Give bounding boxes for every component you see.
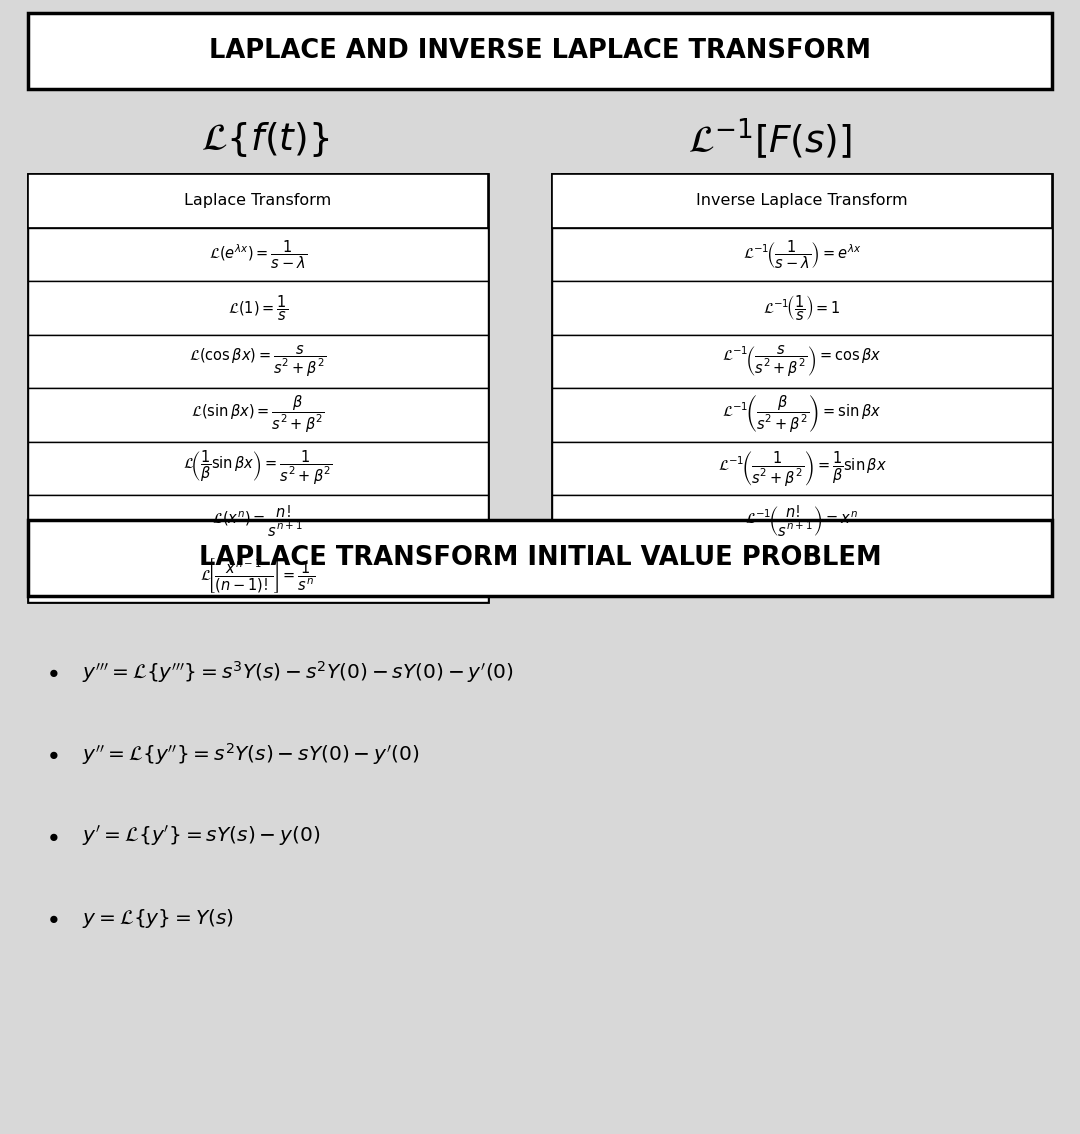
Text: $\mathcal{L}(\sin \beta x) = \dfrac{\beta}{s^2+\beta^2}$: $\mathcal{L}(\sin \beta x) = \dfrac{\bet… bbox=[191, 395, 325, 435]
FancyBboxPatch shape bbox=[28, 441, 488, 496]
Text: $\mathcal{L}^{-1}\!\left(\dfrac{s}{s^2+\beta^2}\right) = \cos \beta x$: $\mathcal{L}^{-1}\!\left(\dfrac{s}{s^2+\… bbox=[723, 344, 881, 379]
Text: $\mathcal{L}(1) = \dfrac{1}{s}$: $\mathcal{L}(1) = \dfrac{1}{s}$ bbox=[228, 293, 288, 322]
Text: $\mathcal{L}(x^n) = \dfrac{n!}{s^{n+1}}$: $\mathcal{L}(x^n) = \dfrac{n!}{s^{n+1}}$ bbox=[212, 505, 305, 540]
FancyBboxPatch shape bbox=[28, 228, 488, 281]
FancyBboxPatch shape bbox=[552, 174, 1052, 228]
Text: $y''' = \mathcal{L}\{y'''\} = s^3Y(s) - s^2Y(0) - sY(0) - y'(0)$: $y''' = \mathcal{L}\{y'''\} = s^3Y(s) - … bbox=[82, 659, 514, 685]
Text: $\mathcal{L}(\cos \beta x) = \dfrac{s}{s^2+\beta^2}$: $\mathcal{L}(\cos \beta x) = \dfrac{s}{s… bbox=[189, 344, 326, 379]
Text: $\mathcal{L}^{-1}\!\left(\dfrac{\beta}{s^2+\beta^2}\right) = \sin \beta x$: $\mathcal{L}^{-1}\!\left(\dfrac{\beta}{s… bbox=[723, 395, 881, 435]
FancyBboxPatch shape bbox=[28, 549, 488, 602]
Text: Laplace Transform: Laplace Transform bbox=[185, 193, 332, 209]
FancyBboxPatch shape bbox=[28, 281, 488, 335]
Text: $\mathcal{L}^{-1}[F(s)]$: $\mathcal{L}^{-1}[F(s)]$ bbox=[688, 117, 852, 162]
Text: Inverse Laplace Transform: Inverse Laplace Transform bbox=[697, 193, 908, 209]
FancyBboxPatch shape bbox=[552, 281, 1052, 335]
FancyBboxPatch shape bbox=[552, 228, 1052, 281]
FancyBboxPatch shape bbox=[28, 335, 488, 388]
Text: $\mathcal{L}^{-1}\!\left(\dfrac{1}{s}\right) = 1$: $\mathcal{L}^{-1}\!\left(\dfrac{1}{s}\ri… bbox=[764, 293, 841, 322]
FancyBboxPatch shape bbox=[28, 12, 1052, 88]
FancyBboxPatch shape bbox=[28, 388, 488, 441]
FancyBboxPatch shape bbox=[28, 174, 488, 228]
Text: $\mathcal{L}(e^{\lambda x}) = \dfrac{1}{s-\lambda}$: $\mathcal{L}(e^{\lambda x}) = \dfrac{1}{… bbox=[210, 238, 307, 271]
FancyBboxPatch shape bbox=[28, 496, 488, 549]
FancyBboxPatch shape bbox=[552, 441, 1052, 496]
Text: $\mathcal{L}\!\left[\dfrac{x^{n-1}}{(n-1)!}\right] = \dfrac{1}{s^n}$: $\mathcal{L}\!\left[\dfrac{x^{n-1}}{(n-1… bbox=[201, 556, 315, 594]
Text: $\mathcal{L}\{f(t)\}$: $\mathcal{L}\{f(t)\}$ bbox=[201, 119, 329, 159]
Text: LAPLACE AND INVERSE LAPLACE TRANSFORM: LAPLACE AND INVERSE LAPLACE TRANSFORM bbox=[210, 39, 870, 64]
FancyBboxPatch shape bbox=[552, 388, 1052, 441]
Text: LAPLACE TRANSFORM INITIAL VALUE PROBLEM: LAPLACE TRANSFORM INITIAL VALUE PROBLEM bbox=[199, 545, 881, 572]
Text: $\mathcal{L}^{-1}\!\left(\dfrac{1}{s^2+\beta^2}\right) = \dfrac{1}{\beta}\sin \b: $\mathcal{L}^{-1}\!\left(\dfrac{1}{s^2+\… bbox=[717, 449, 887, 488]
FancyBboxPatch shape bbox=[552, 174, 1052, 549]
Text: $y'' = \mathcal{L}\{y''\} = s^2Y(s) - sY(0) - y'(0)$: $y'' = \mathcal{L}\{y''\} = s^2Y(s) - sY… bbox=[82, 741, 420, 767]
Text: $\mathcal{L}^{-1}\!\left(\dfrac{1}{s-\lambda}\right) = e^{\lambda x}$: $\mathcal{L}^{-1}\!\left(\dfrac{1}{s-\la… bbox=[743, 238, 862, 271]
Text: $\mathcal{L}\!\left(\dfrac{1}{\beta}\sin \beta x\right) = \dfrac{1}{s^2+\beta^2}: $\mathcal{L}\!\left(\dfrac{1}{\beta}\sin… bbox=[184, 449, 333, 488]
Text: $y = \mathcal{L}\{y\} = Y(s)$: $y = \mathcal{L}\{y\} = Y(s)$ bbox=[82, 906, 234, 930]
FancyBboxPatch shape bbox=[552, 335, 1052, 388]
Text: $\bullet$: $\bullet$ bbox=[45, 742, 58, 765]
Text: $\bullet$: $\bullet$ bbox=[45, 660, 58, 684]
FancyBboxPatch shape bbox=[552, 496, 1052, 549]
FancyBboxPatch shape bbox=[28, 521, 1052, 596]
Text: $\bullet$: $\bullet$ bbox=[45, 906, 58, 930]
Text: $\mathcal{L}^{-1}\!\left(\dfrac{n!}{s^{n+1}}\right) = x^n$: $\mathcal{L}^{-1}\!\left(\dfrac{n!}{s^{n… bbox=[745, 505, 859, 540]
Text: $y' = \mathcal{L}\{y'\} = sY(s) - y(0)$: $y' = \mathcal{L}\{y'\} = sY(s) - y(0)$ bbox=[82, 824, 321, 848]
FancyBboxPatch shape bbox=[28, 174, 488, 602]
Text: $\bullet$: $\bullet$ bbox=[45, 824, 58, 848]
